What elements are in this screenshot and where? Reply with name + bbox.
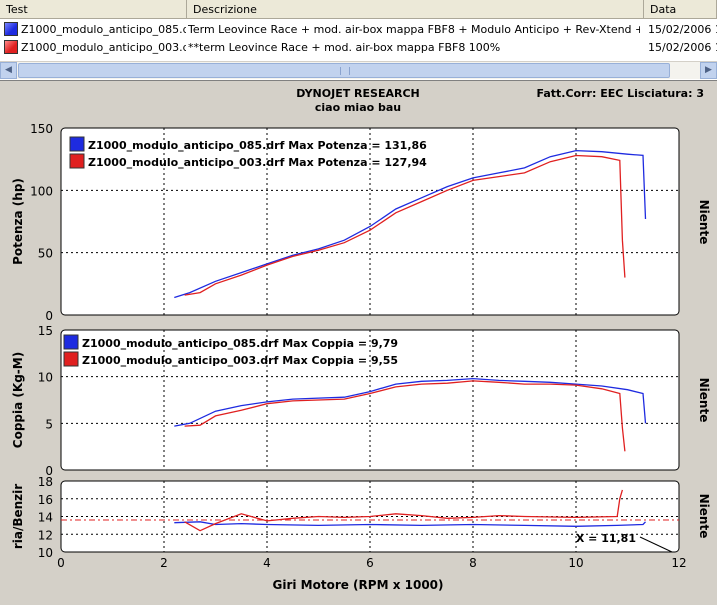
y-tick-label: 5 — [45, 417, 53, 431]
series-line — [174, 521, 646, 527]
y-tick-label: 100 — [30, 184, 53, 198]
correction-label: Fatt.Corr: EEC Lisciatura: 3 — [537, 87, 705, 100]
dyno-chart: DYNOJET RESEARCH ciao miao bau Fatt.Corr… — [11, 87, 711, 592]
right-axis-label: Niente — [697, 200, 711, 245]
y-tick-label: 50 — [38, 247, 53, 261]
annotation-label: X = 11,81 — [576, 532, 636, 545]
dyno-chart-area: DYNOJET RESEARCH ciao miao bau Fatt.Corr… — [0, 84, 717, 601]
table-row[interactable]: Z1000_modulo_anticipo_085.drf Term Leovi… — [0, 21, 717, 38]
x-tick-label: 0 — [57, 556, 65, 570]
row-test-name: Z1000_modulo_anticipo_085.drf — [21, 23, 186, 36]
row-test-name: Z1000_modulo_anticipo_003.drf — [21, 41, 186, 54]
legend-swatch-icon — [69, 153, 85, 169]
column-header-test[interactable]: Test — [0, 0, 187, 19]
legend-entry: Z1000_modulo_anticipo_003.drf Max Coppia… — [82, 354, 398, 367]
column-header-descrizione[interactable]: Descrizione — [187, 0, 644, 19]
x-tick-label: 6 — [366, 556, 374, 570]
table-row[interactable]: Z1000_modulo_anticipo_003.drf **term Leo… — [0, 39, 717, 56]
y-tick-label: 0 — [45, 309, 53, 323]
y-tick-label: 12 — [38, 528, 53, 542]
row-description: Term Leovince Race + mod. air-box mappa … — [188, 23, 640, 36]
color-swatch-icon — [4, 40, 18, 54]
row-description: **term Leovince Race + mod. air-box mapp… — [188, 41, 501, 54]
horizontal-scrollbar[interactable]: ◀ ▶ — [0, 61, 717, 79]
y-tick-label: 10 — [38, 371, 53, 385]
x-tick-label: 2 — [160, 556, 168, 570]
y-axis-label: Coppia (Kg-M) — [11, 352, 25, 448]
y-axis-label: ria/Benzir — [11, 484, 25, 549]
y-tick-label: 16 — [38, 493, 53, 507]
column-header-data[interactable]: Data — [644, 0, 717, 19]
test-list: Test Descrizione Data Z1000_modulo_antic… — [0, 0, 717, 81]
right-axis-label: Niente — [697, 378, 711, 423]
grip-icon — [340, 67, 350, 75]
y-tick-label: 150 — [30, 122, 53, 136]
scroll-thumb[interactable] — [18, 63, 670, 78]
x-tick-label: 8 — [469, 556, 477, 570]
row-date: 15/02/2006 1 — [648, 41, 717, 54]
y-tick-label: 15 — [38, 324, 53, 338]
legend-entry: Z1000_modulo_anticipo_085.drf Max Potenz… — [88, 139, 427, 152]
y-axis-label: Potenza (hp) — [11, 178, 25, 265]
legend-swatch-icon — [63, 334, 79, 350]
annotation-pointer — [639, 536, 673, 553]
color-swatch-icon — [4, 22, 18, 36]
scroll-right-icon[interactable]: ▶ — [700, 62, 717, 79]
series-line — [184, 154, 626, 296]
series-line — [174, 377, 647, 427]
y-tick-label: 18 — [38, 475, 53, 489]
legend-entry: Z1000_modulo_anticipo_085.drf Max Coppia… — [82, 337, 398, 350]
y-tick-label: 10 — [38, 546, 53, 560]
x-tick-label: 10 — [568, 556, 583, 570]
row-date: 15/02/2006 1 — [648, 23, 717, 36]
y-tick-label: 0 — [45, 464, 53, 478]
x-tick-label: 12 — [671, 556, 686, 570]
right-axis-label: Niente — [697, 494, 711, 539]
series-line — [184, 380, 626, 452]
chart-subtitle: ciao miao bau — [315, 101, 401, 114]
chart-title: DYNOJET RESEARCH — [296, 87, 419, 100]
legend-swatch-icon — [69, 136, 85, 152]
legend-swatch-icon — [63, 351, 79, 367]
legend-entry: Z1000_modulo_anticipo_003.drf Max Potenz… — [88, 156, 427, 169]
x-tick-label: 4 — [263, 556, 271, 570]
scroll-left-icon[interactable]: ◀ — [0, 62, 17, 79]
y-tick-label: 14 — [38, 511, 53, 525]
x-axis-label: Giri Motore (RPM x 1000) — [272, 578, 443, 592]
series-line — [184, 489, 624, 532]
series-line — [174, 149, 647, 299]
